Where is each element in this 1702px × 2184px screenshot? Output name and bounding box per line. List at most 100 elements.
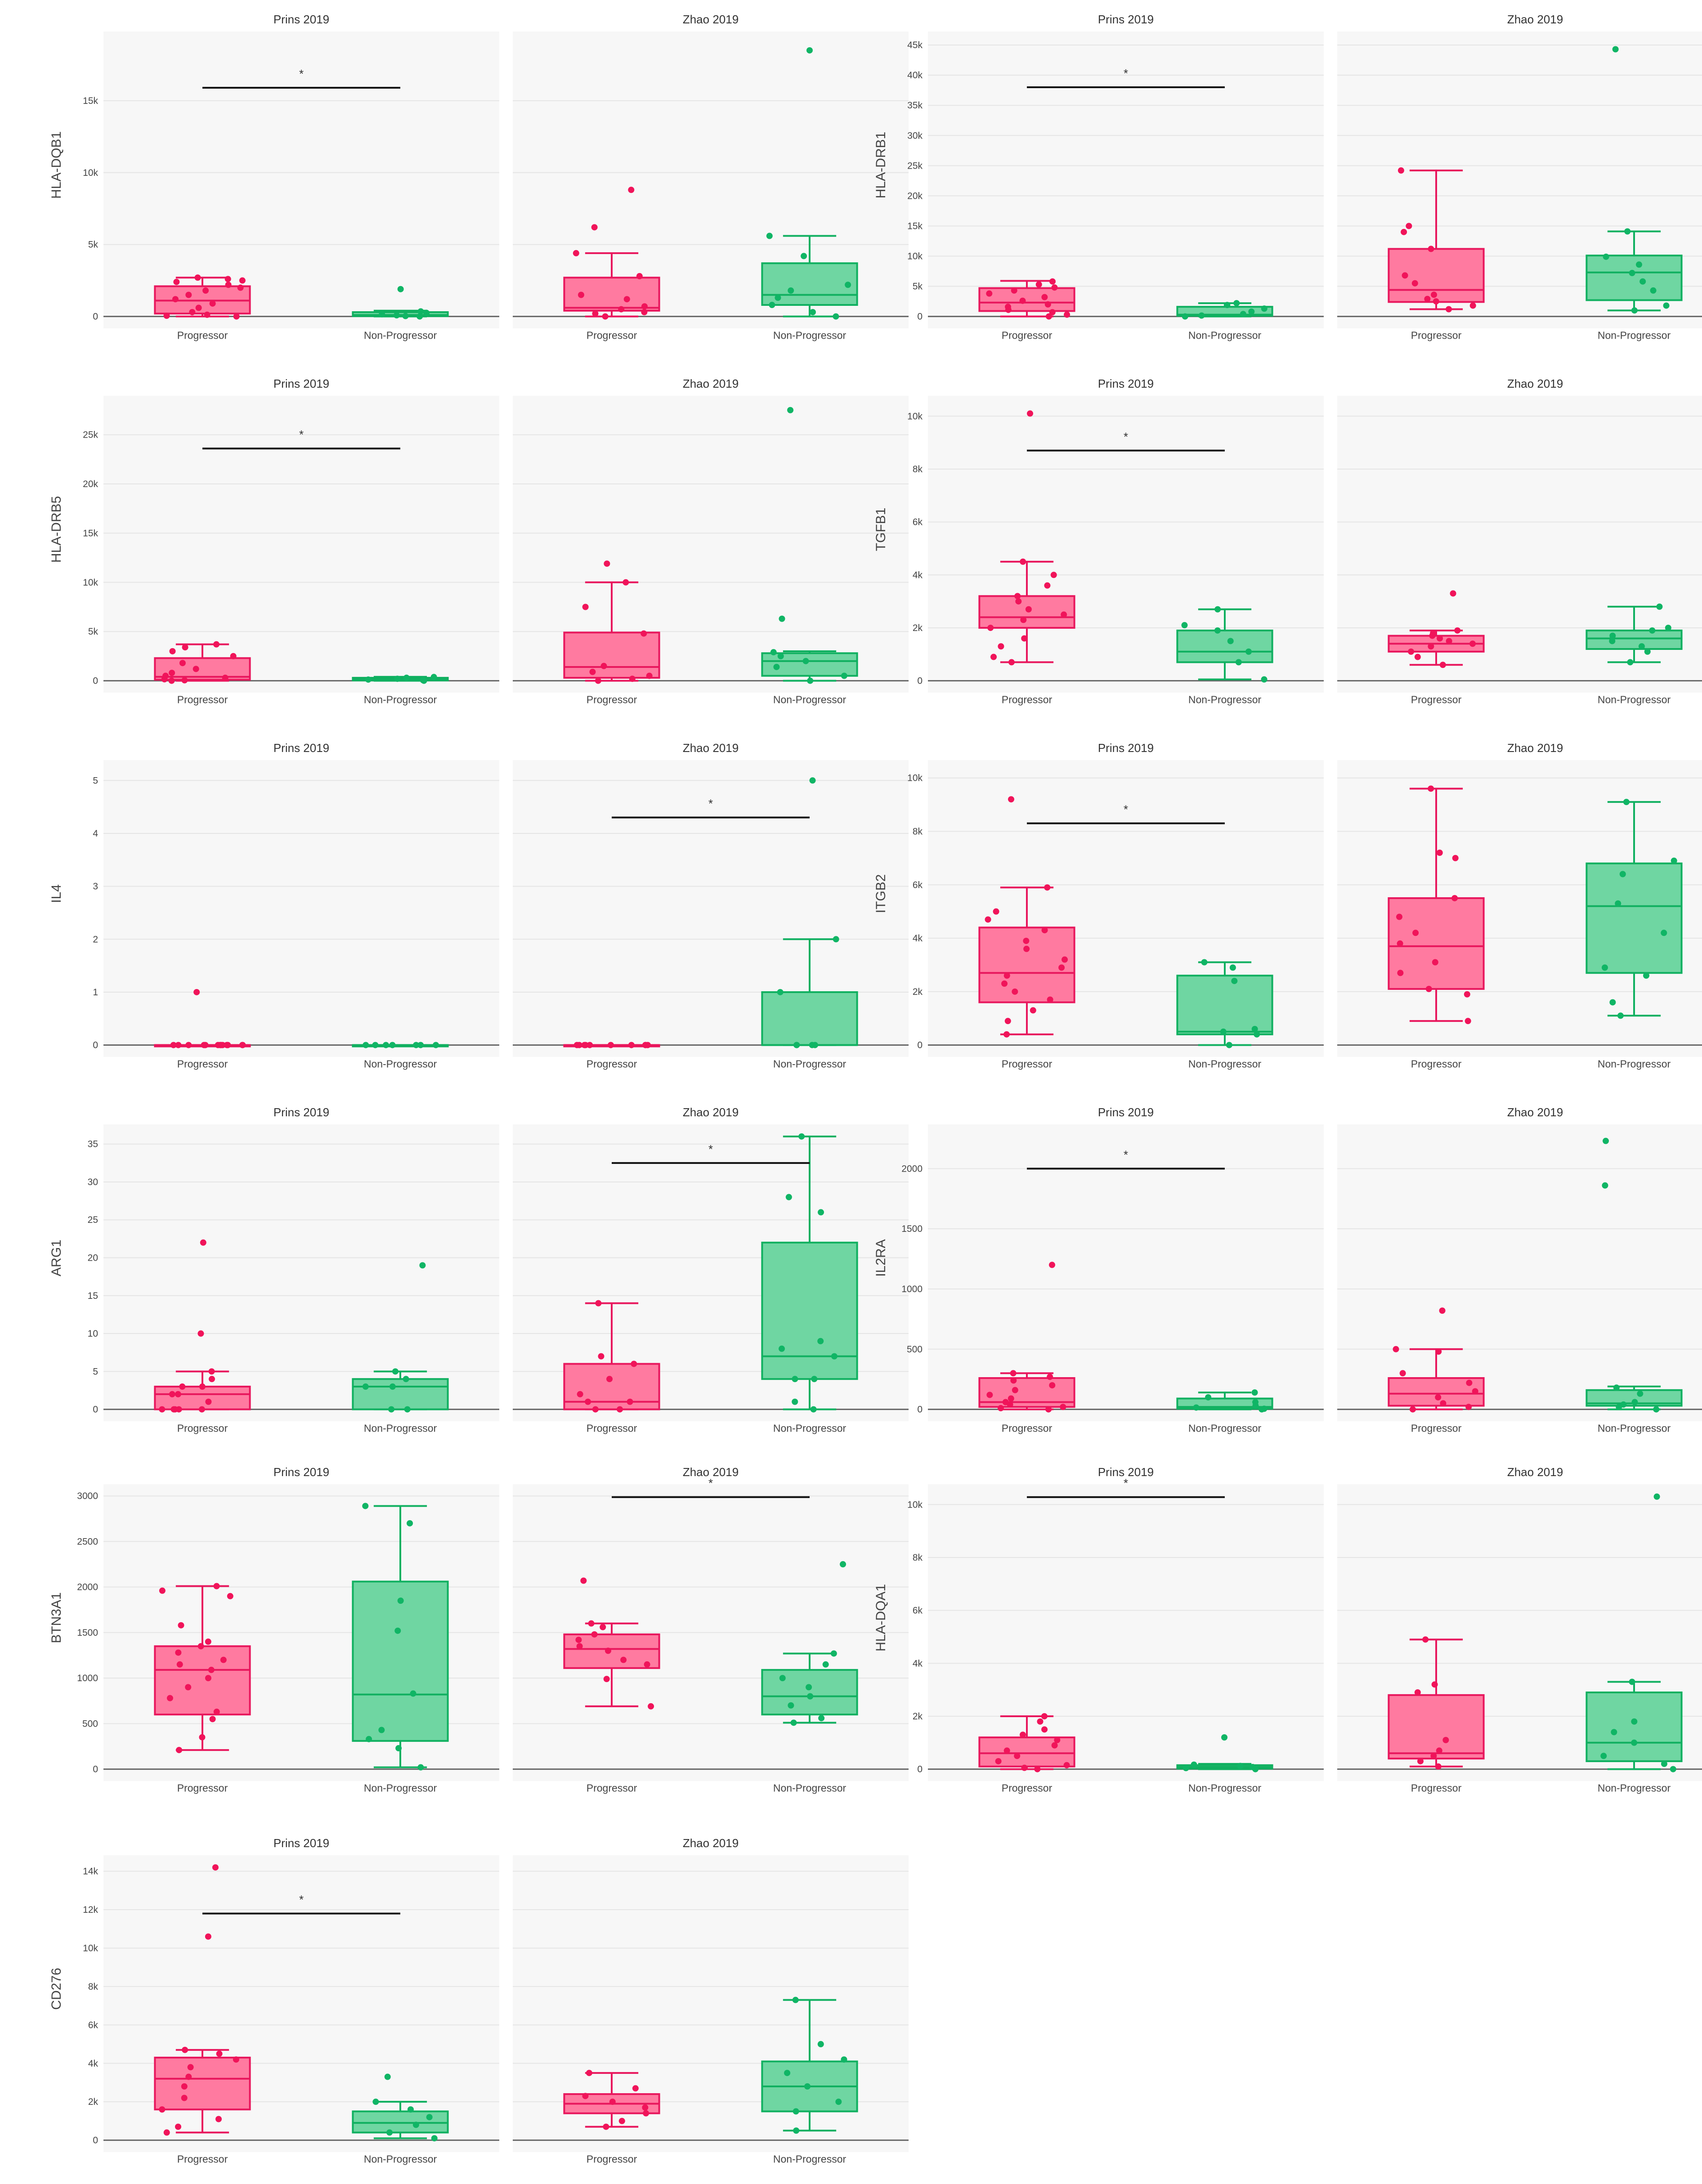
group-non-progressor: Non-Progressor xyxy=(352,1262,449,1434)
chart-il4: 0 1 2 3 4 5 IL4 Prins 2019 Progressor Non-Progres… xyxy=(49,741,909,1070)
data-point xyxy=(1452,855,1459,861)
data-point xyxy=(162,672,169,679)
y-tick-label: 12k xyxy=(83,1905,98,1915)
data-point xyxy=(222,675,228,681)
data-point xyxy=(1428,785,1434,792)
data-point xyxy=(1021,1764,1028,1771)
data-point xyxy=(1412,930,1419,936)
data-point xyxy=(793,2108,799,2115)
group-progressor: Progressor xyxy=(978,796,1075,1070)
y-tick-label: 10k xyxy=(83,577,98,588)
data-point xyxy=(841,2056,847,2063)
panel-prins-2019: 0 500 1000 1500 2000 2500 3000 BTN3A1 Prins 2019… xyxy=(49,1465,499,1794)
group-non-progressor: Non-Progressor xyxy=(1586,1493,1683,1794)
x-category-label: Progressor xyxy=(177,1782,228,1794)
data-point xyxy=(1469,640,1476,647)
data-point xyxy=(592,1406,599,1413)
data-point xyxy=(410,1690,417,1697)
panel-prins-2019: 0 5k 10k 15k HLA-DQB1 Prins 2019 Progressor Non… xyxy=(49,13,499,341)
group-non-progressor: Non-Progressor xyxy=(1586,1137,1683,1434)
group-non-progressor: Non-Progressor xyxy=(761,777,858,1070)
box xyxy=(352,2110,449,2134)
panel-title: Prins 2019 xyxy=(273,741,329,755)
data-point xyxy=(1214,627,1221,634)
x-category-label: Progressor xyxy=(1411,1423,1462,1434)
data-point xyxy=(1602,1182,1608,1189)
data-point xyxy=(777,989,784,995)
data-point xyxy=(397,286,404,292)
data-point xyxy=(185,291,192,298)
data-point xyxy=(1005,304,1012,310)
data-point xyxy=(1050,572,1057,578)
data-point xyxy=(811,1042,818,1048)
data-point xyxy=(1181,622,1188,629)
box xyxy=(1388,1694,1485,1760)
data-point xyxy=(607,1042,614,1048)
data-point xyxy=(420,677,426,684)
data-point xyxy=(1201,959,1208,966)
data-point xyxy=(1044,301,1051,308)
data-point xyxy=(1623,799,1630,806)
data-point xyxy=(623,579,629,586)
data-point xyxy=(233,2056,239,2063)
group-non-progressor: Non-Progressor xyxy=(1586,46,1683,341)
panel-title: Prins 2019 xyxy=(273,1465,329,1479)
y-tick-label: 4k xyxy=(913,933,923,944)
y-tick-label: 5k xyxy=(88,627,99,637)
data-point xyxy=(602,313,609,320)
x-category-label: Non-Progressor xyxy=(1598,1782,1671,1794)
data-point xyxy=(1402,272,1408,279)
data-point xyxy=(840,1561,847,1568)
data-point xyxy=(603,2123,609,2130)
data-point xyxy=(1064,311,1070,318)
panel-zhao-2019: Zhao 2019 Progressor Non-Progressor xyxy=(513,13,909,341)
data-point xyxy=(788,1702,794,1709)
data-point xyxy=(818,1209,824,1216)
y-tick-label: 14k xyxy=(83,1866,98,1877)
data-point xyxy=(1014,593,1021,600)
data-point xyxy=(1600,1753,1607,1759)
data-point xyxy=(431,2135,438,2142)
data-point xyxy=(636,273,643,280)
data-point xyxy=(176,1661,183,1668)
x-category-label: Non-Progressor xyxy=(1188,1058,1262,1070)
data-point xyxy=(582,2093,589,2099)
data-point xyxy=(1613,1384,1620,1391)
data-point xyxy=(1008,659,1015,666)
x-category-label: Non-Progressor xyxy=(773,694,847,706)
data-point xyxy=(845,282,851,288)
data-point xyxy=(395,1745,402,1752)
group-progressor: Progressor xyxy=(563,2070,660,2165)
data-point xyxy=(1010,1377,1017,1384)
data-point xyxy=(386,2129,393,2136)
box xyxy=(1586,1691,1683,1762)
data-point xyxy=(591,224,598,231)
data-point xyxy=(1193,1404,1200,1411)
y-tick-label: 6k xyxy=(913,517,923,528)
data-point xyxy=(1182,313,1188,320)
data-point xyxy=(642,2104,649,2111)
data-point xyxy=(1011,287,1017,294)
data-point xyxy=(1063,1762,1070,1768)
group-non-progressor: Non-Progressor xyxy=(1586,603,1683,706)
group-progressor: Progressor xyxy=(978,1713,1075,1794)
data-point xyxy=(1399,1370,1406,1377)
group-progressor: Progressor xyxy=(1388,785,1485,1070)
data-point xyxy=(1406,223,1412,229)
data-point xyxy=(175,2123,182,2130)
y-tick-label: 10k xyxy=(907,251,923,261)
data-point xyxy=(1226,1042,1232,1048)
y-axis-label: IL4 xyxy=(49,884,64,903)
data-point xyxy=(592,310,599,317)
y-tick-label: 0 xyxy=(917,676,923,686)
data-point xyxy=(1431,291,1438,298)
data-point xyxy=(802,658,809,664)
box xyxy=(978,595,1075,629)
data-point xyxy=(993,908,999,915)
data-point xyxy=(237,284,244,291)
data-point xyxy=(1025,606,1032,613)
data-point xyxy=(1051,1742,1058,1749)
data-point xyxy=(194,274,201,281)
chart-hla-drb5: 0 5k 10k 15k 20k 25k HLA-DRB5 Prins 2019 Progres… xyxy=(49,377,909,706)
x-category-label: Progressor xyxy=(1002,1423,1053,1434)
